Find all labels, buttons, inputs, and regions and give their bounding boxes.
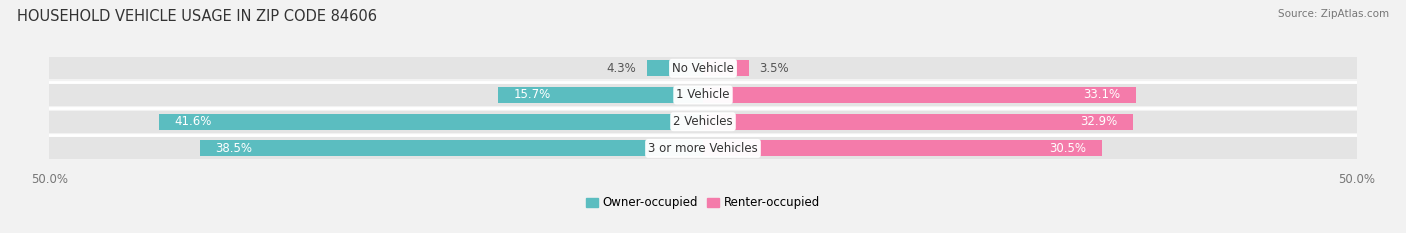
- Text: 3.5%: 3.5%: [759, 62, 789, 75]
- Bar: [49, 137, 1357, 159]
- Text: 32.9%: 32.9%: [1080, 115, 1118, 128]
- Bar: [159, 114, 703, 130]
- Text: 1 Vehicle: 1 Vehicle: [676, 89, 730, 102]
- Bar: [647, 60, 703, 76]
- Text: HOUSEHOLD VEHICLE USAGE IN ZIP CODE 84606: HOUSEHOLD VEHICLE USAGE IN ZIP CODE 8460…: [17, 9, 377, 24]
- Text: 41.6%: 41.6%: [174, 115, 212, 128]
- Bar: [49, 57, 1357, 79]
- Text: 30.5%: 30.5%: [1049, 142, 1085, 155]
- Text: No Vehicle: No Vehicle: [672, 62, 734, 75]
- Text: 4.3%: 4.3%: [606, 62, 637, 75]
- Bar: [49, 84, 1357, 106]
- Bar: [703, 114, 1133, 130]
- Text: 15.7%: 15.7%: [513, 89, 551, 102]
- Legend: Owner-occupied, Renter-occupied: Owner-occupied, Renter-occupied: [581, 192, 825, 214]
- Text: 33.1%: 33.1%: [1083, 89, 1121, 102]
- Text: 2 Vehicles: 2 Vehicles: [673, 115, 733, 128]
- Bar: [49, 111, 1357, 133]
- Bar: [498, 87, 703, 103]
- Bar: [703, 87, 1136, 103]
- Bar: [200, 140, 703, 156]
- Bar: [703, 140, 1102, 156]
- Text: 3 or more Vehicles: 3 or more Vehicles: [648, 142, 758, 155]
- Bar: [703, 60, 749, 76]
- Text: Source: ZipAtlas.com: Source: ZipAtlas.com: [1278, 9, 1389, 19]
- Text: 38.5%: 38.5%: [215, 142, 252, 155]
